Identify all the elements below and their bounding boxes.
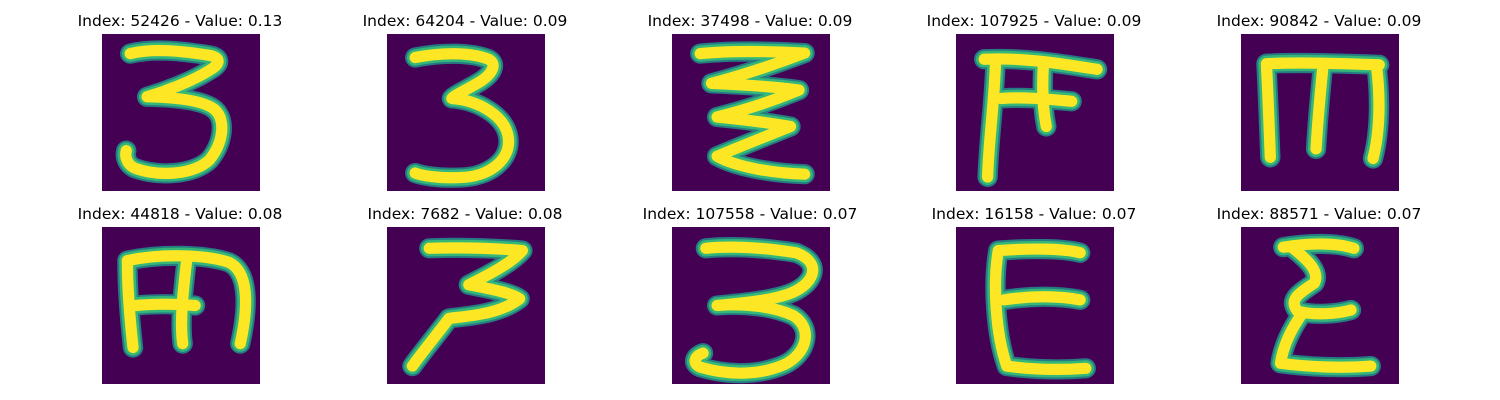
panel-image	[102, 34, 260, 191]
panel-image	[1241, 34, 1399, 191]
panel-title: Index: 64204 - Value: 0.09	[362, 12, 568, 30]
stroke-core	[120, 44, 228, 179]
glyph-image	[1241, 34, 1399, 191]
glyph-image	[102, 227, 260, 384]
panel-4: Index: 107925 - Value: 0.09	[884, 0, 1184, 191]
stroke-core	[689, 241, 819, 379]
stroke-core	[989, 243, 1092, 375]
panel-1: Index: 52426 - Value: 0.13	[30, 0, 330, 191]
glyph-image	[1241, 227, 1399, 384]
glyph-image	[956, 227, 1114, 384]
stroke-core	[406, 242, 529, 372]
panel-title: Index: 44818 - Value: 0.08	[77, 205, 283, 223]
glyph-image	[102, 34, 260, 191]
panel-image	[672, 34, 830, 191]
panel-title: Index: 90842 - Value: 0.09	[1216, 12, 1422, 30]
panel-image	[387, 227, 545, 384]
panel-image	[102, 227, 260, 384]
stroke-core	[1260, 57, 1385, 165]
panel-6: Index: 44818 - Value: 0.08	[30, 193, 330, 384]
stroke-core	[1274, 238, 1377, 373]
panel-title: Index: 107558 - Value: 0.07	[642, 205, 858, 223]
panel-10: Index: 88571 - Value: 0.07	[1169, 193, 1469, 384]
glyph-image	[672, 227, 830, 384]
panel-title: Index: 88571 - Value: 0.07	[1216, 205, 1422, 223]
glyph-image	[672, 34, 830, 191]
panel-title: Index: 107925 - Value: 0.09	[926, 12, 1142, 30]
stroke-core	[409, 48, 514, 184]
panel-8: Index: 107558 - Value: 0.07	[600, 193, 900, 384]
glyph-image	[956, 34, 1114, 191]
panel-3: Index: 37498 - Value: 0.09	[600, 0, 900, 191]
panel-image	[387, 34, 545, 191]
stroke-core	[694, 45, 811, 180]
glyph-image	[387, 227, 545, 384]
glyph-image	[387, 34, 545, 191]
panel-title: Index: 52426 - Value: 0.13	[77, 12, 283, 30]
panel-image	[956, 34, 1114, 191]
panel-title: Index: 7682 - Value: 0.08	[367, 205, 563, 223]
panel-2: Index: 64204 - Value: 0.09	[315, 0, 615, 191]
panel-title: Index: 37498 - Value: 0.09	[647, 12, 853, 30]
panel-image	[1241, 227, 1399, 384]
panel-5: Index: 90842 - Value: 0.09	[1169, 0, 1469, 191]
stroke-core	[978, 53, 1103, 183]
panel-image	[672, 227, 830, 384]
panel-9: Index: 16158 - Value: 0.07	[884, 193, 1184, 384]
panel-title: Index: 16158 - Value: 0.07	[931, 205, 1137, 223]
stroke-core	[121, 250, 252, 354]
panel-7: Index: 7682 - Value: 0.08	[315, 193, 615, 384]
panel-image	[956, 227, 1114, 384]
